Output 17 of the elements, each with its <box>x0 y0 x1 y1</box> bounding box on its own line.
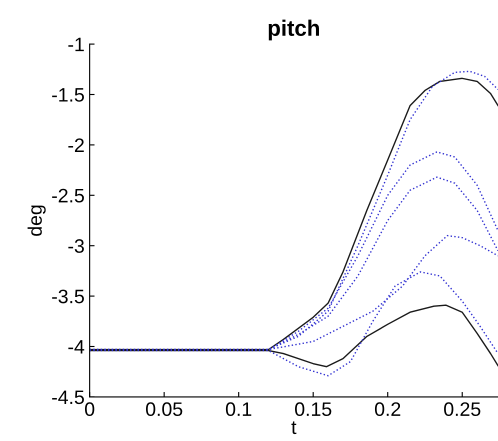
y-axis-title: deg <box>28 206 46 236</box>
y-tick-label: -2 <box>68 138 84 152</box>
y-tick-label: -1 <box>68 38 84 52</box>
y-tick-label: -4 <box>68 340 84 354</box>
y-tick-label: -4.5 <box>52 390 84 404</box>
y-tick-label: -2.5 <box>52 188 84 203</box>
x-tick-label: 0.1 <box>226 402 252 416</box>
x-tick-label: 0 <box>84 402 94 416</box>
x-tick-label: 0.25 <box>444 402 480 416</box>
y-tick-label: -3 <box>68 239 84 253</box>
x-tick-label: 0.15 <box>295 402 332 416</box>
chart-title: pitch <box>268 20 319 40</box>
x-tick-label: 0.05 <box>146 402 182 416</box>
y-tick-label: -3.5 <box>52 290 84 304</box>
x-tick-label: 0.2 <box>374 402 400 416</box>
y-tick-label: -1.5 <box>52 88 84 102</box>
x-axis-title: t <box>291 421 296 434</box>
